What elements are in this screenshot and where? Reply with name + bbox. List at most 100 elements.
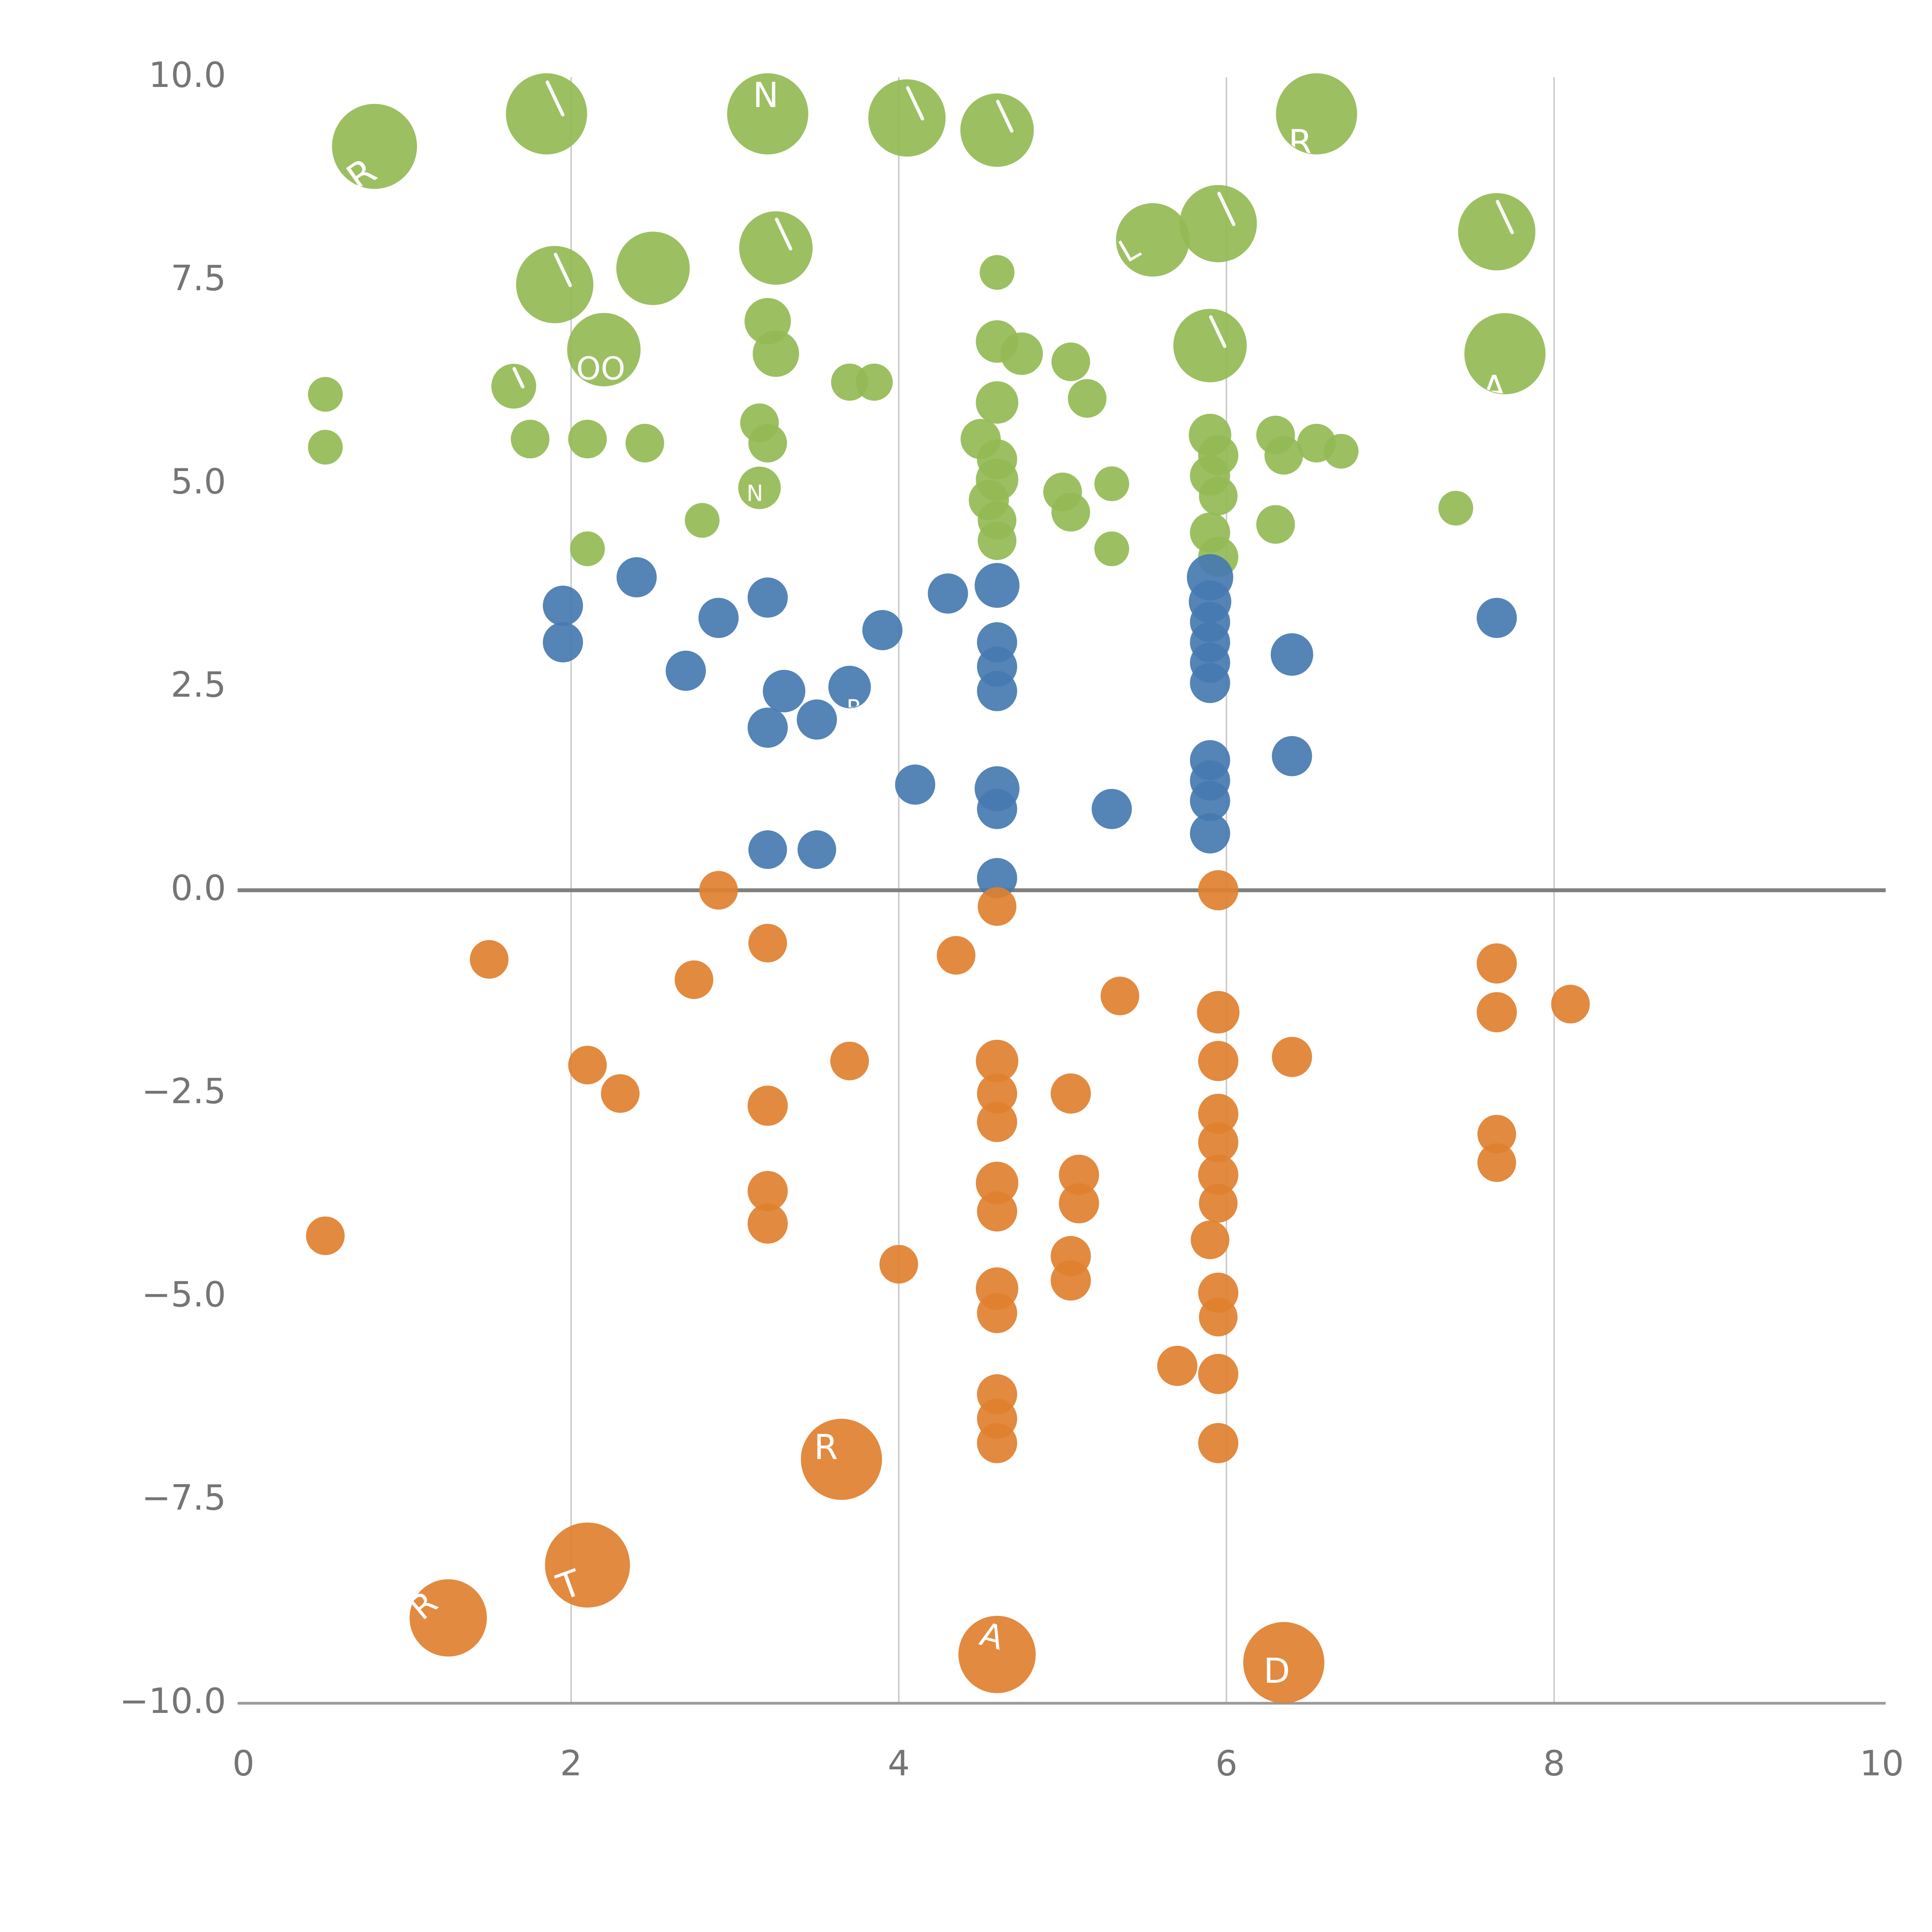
data-point-green: [308, 377, 343, 412]
data-point-orange: [1051, 1260, 1091, 1301]
data-point-orange: [601, 1074, 640, 1113]
bubble-label-fragment: [554, 253, 572, 287]
data-point-green: [868, 79, 946, 157]
data-point-green: [511, 420, 549, 459]
data-point-orange: [1198, 1155, 1238, 1195]
data-point-orange: [1243, 1622, 1325, 1703]
y-tick-label: −2.5: [141, 1071, 226, 1112]
data-point-green: [748, 423, 787, 463]
y-tick-label: 7.5: [171, 258, 226, 299]
data-point-orange: [977, 1073, 1017, 1114]
data-point-green: [1173, 309, 1247, 383]
data-point-orange: [1477, 1143, 1516, 1182]
data-point-green: [506, 73, 587, 155]
data-point-blue: [977, 671, 1017, 711]
data-point-blue: [977, 858, 1017, 898]
bubble-label-fragment: [512, 367, 525, 389]
data-point-orange: [1051, 1073, 1091, 1114]
data-point-green: [976, 381, 1019, 424]
bubble-label: N: [753, 75, 779, 116]
bubble-label: OO: [576, 351, 625, 387]
data-point-orange: [748, 923, 787, 963]
bubble-label-fragment: [906, 86, 924, 121]
data-point-orange: [1059, 1183, 1099, 1224]
data-point-orange: [976, 1039, 1019, 1082]
data-point-orange: [1059, 1155, 1099, 1195]
data-point-blue: [1190, 781, 1230, 821]
bubble-label: R: [1288, 122, 1312, 163]
y-tick-label: −7.5: [141, 1478, 226, 1518]
data-point-orange: [958, 1616, 1036, 1693]
data-point-orange: [1198, 1122, 1238, 1163]
data-point-blue: [1092, 789, 1132, 829]
x-tick-label: 8: [1543, 1743, 1565, 1784]
data-point-blue: [828, 666, 871, 708]
data-point-orange: [1190, 1220, 1230, 1259]
data-point-green: [308, 430, 343, 465]
bubble-label: D: [1264, 1651, 1290, 1691]
data-point-blue: [797, 699, 837, 740]
data-point-blue: [1190, 663, 1230, 703]
data-point-blue: [862, 610, 903, 650]
x-tick-label: 0: [232, 1743, 254, 1784]
bubble-label: A: [1482, 368, 1506, 408]
data-point-green: [960, 93, 1034, 167]
data-point-orange: [1198, 870, 1238, 910]
bubble-label-fragment: [1217, 192, 1236, 226]
data-point-orange: [306, 1216, 345, 1255]
data-point-orange: [977, 1191, 1017, 1232]
data-point-orange: [978, 887, 1017, 926]
data-point-orange: [1198, 1094, 1238, 1134]
data-point-green: [616, 231, 690, 305]
x-tick-label: 2: [560, 1743, 582, 1784]
y-tick-label: 2.5: [171, 665, 226, 705]
data-point-blue: [665, 650, 706, 691]
data-point-blue: [1270, 633, 1313, 676]
x-tick-label: 4: [888, 1743, 910, 1784]
y-tick-label: 5.0: [171, 461, 226, 502]
data-point-orange: [1551, 985, 1590, 1024]
data-point-green: [1276, 73, 1357, 155]
y-tick-label: −10.0: [119, 1681, 226, 1721]
data-point-orange: [937, 936, 976, 975]
data-point-orange: [977, 1293, 1017, 1333]
data-point-orange: [568, 1046, 607, 1085]
y-tick-label: 10.0: [149, 55, 226, 95]
data-point-orange: [1100, 976, 1139, 1015]
data-point-orange: [675, 960, 713, 999]
data-point-green: [1094, 531, 1129, 566]
data-point-blue: [895, 764, 935, 805]
bubble-label-fragment: [1496, 200, 1514, 235]
data-point-orange: [1199, 1184, 1238, 1223]
data-point-green: [568, 420, 607, 459]
data-point-green: [1000, 332, 1043, 375]
data-point-green: [727, 73, 808, 155]
data-point-blue: [763, 670, 806, 713]
data-point-orange: [1157, 1345, 1197, 1386]
data-point-blue: [747, 707, 788, 748]
data-point-orange: [747, 1203, 788, 1244]
data-point-blue: [1272, 736, 1312, 776]
data-point-green: [1438, 491, 1473, 526]
data-point-orange: [1476, 992, 1517, 1032]
data-point-green: [567, 313, 641, 386]
data-point-green: [738, 466, 781, 509]
x-tick-label: 6: [1215, 1743, 1237, 1784]
data-point-green: [1051, 493, 1090, 532]
data-point-orange: [545, 1522, 630, 1608]
data-point-orange: [801, 1418, 882, 1500]
data-point-blue: [748, 830, 787, 869]
data-point-green: [753, 330, 799, 377]
bubble-label: N: [747, 480, 763, 507]
data-point-green: [332, 104, 417, 189]
data-point-orange: [879, 1245, 918, 1284]
data-point-blue: [1190, 813, 1230, 854]
data-point-green: [1068, 379, 1107, 418]
data-point-orange: [699, 871, 738, 910]
data-point-blue: [543, 585, 583, 626]
data-point-orange: [470, 940, 509, 979]
data-point-orange: [1198, 1041, 1238, 1081]
data-point-orange: [1198, 1354, 1238, 1394]
